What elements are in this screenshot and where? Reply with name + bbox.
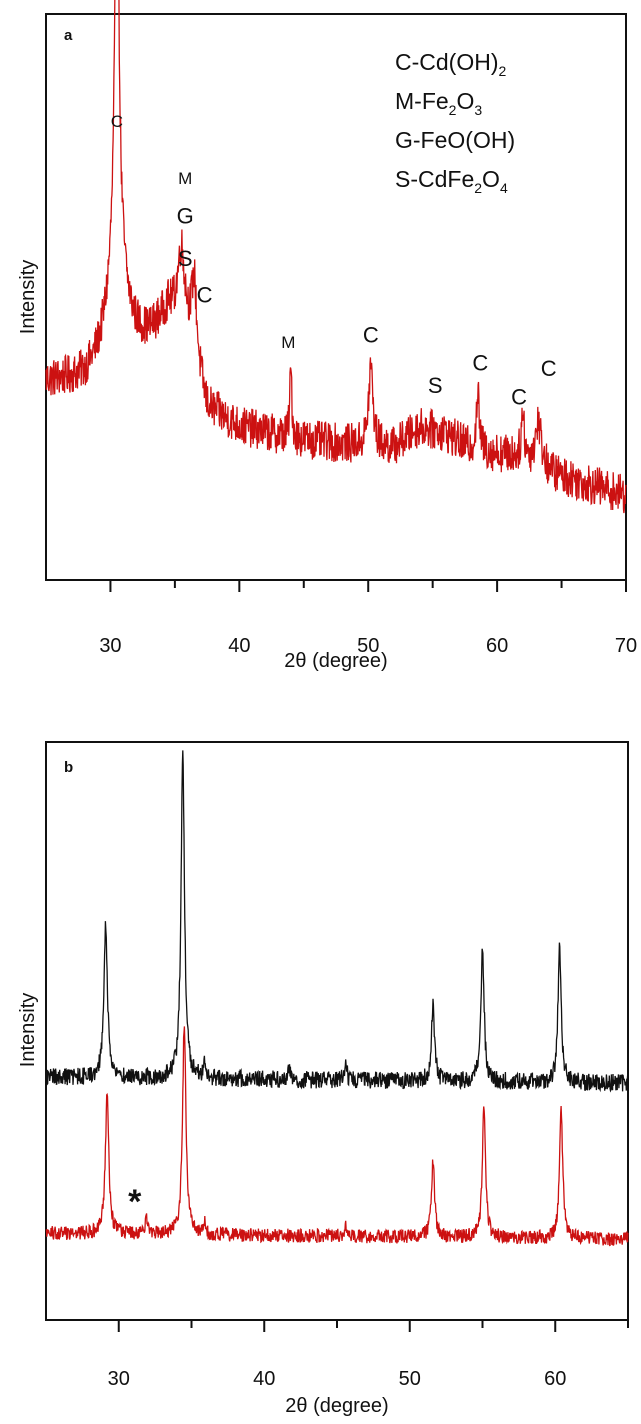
legend-entry-4: S-CdFe2O4 [395, 166, 508, 196]
legend-entry-3: G-FeO(OH) [395, 127, 515, 153]
x-tick-label-50-a: 50 [357, 635, 379, 657]
peak-label-9-a: C [472, 351, 488, 376]
series-group-b [45, 750, 629, 1247]
x-axis-label-b: 2θ (degree) [285, 1395, 388, 1417]
legend-entry-2: M-Fe2O3 [395, 88, 482, 118]
peak-label-6-a: M [281, 333, 295, 352]
legend-entry-1: C-Cd(OH)2 [395, 49, 507, 79]
x-axis-label-a: 2θ (degree) [284, 650, 387, 672]
legend-a: C-Cd(OH)2 M-Fe2O3 G-FeO(OH) S-CdFe2O4 [395, 49, 515, 196]
panel-label-b: b [64, 759, 73, 776]
peak-label-1-b: * [128, 1183, 142, 1221]
peak-label-5-a: C [197, 283, 213, 308]
x-ticks-b: 30 40 50 60 [108, 1320, 629, 1390]
y-axis-label-b: Intensity [17, 993, 39, 1067]
peak-label-2-a: M [178, 169, 192, 188]
peak-label-3-a: G [177, 203, 194, 228]
panel-label-a: a [64, 27, 73, 44]
peak-label-11-a: C [541, 356, 557, 381]
peak-label-10-a: C [511, 385, 527, 410]
x-tick-label-50-b: 50 [399, 1368, 421, 1390]
chart-panel-b: b Intensity 2θ (degree) 30 40 50 60 * [17, 741, 629, 1417]
x-tick-label-30-a: 30 [99, 635, 121, 657]
series-line-2-b [45, 1026, 629, 1247]
y-axis-label-a: Intensity [17, 260, 39, 334]
plot-frame-a [45, 13, 627, 581]
x-tick-label-70-a: 70 [615, 635, 637, 657]
x-ticks-a: 30 40 50 60 70 [99, 580, 637, 657]
x-tick-label-40-a: 40 [228, 635, 250, 657]
series-line-1-a [45, 0, 627, 514]
series-group-a [45, 0, 627, 514]
x-tick-label-40-b: 40 [253, 1368, 275, 1390]
peak-label-4-a: S [178, 246, 193, 271]
peak-label-7-a: C [363, 322, 379, 347]
annotations-b: * [128, 1183, 142, 1221]
peak-label-1-a: C [111, 112, 123, 131]
peak-label-8-a: S [428, 373, 443, 398]
chart-panel-a: a Intensity 2θ (degree) 30 40 50 60 70 CMGSC… [17, 0, 637, 672]
x-tick-label-60-a: 60 [486, 635, 508, 657]
x-tick-label-60-b: 60 [544, 1368, 566, 1390]
x-tick-label-30-b: 30 [108, 1368, 130, 1390]
series-line-1-b [45, 750, 629, 1093]
